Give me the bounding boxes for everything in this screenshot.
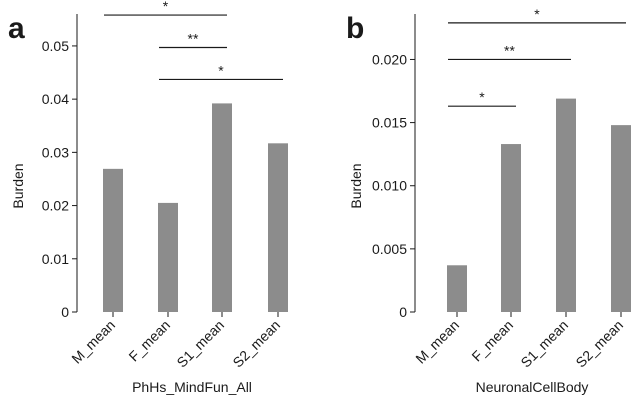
panel-a-y-tick-label: 0.05 [42,38,69,54]
panel-b-x-axis-title: NeuronalCellBody [476,379,589,395]
panel-b: b Burden NeuronalCellBody 0 0.005 0.010 0.0… [346,6,631,395]
panel-a-y-tick-label: 0.03 [42,144,69,160]
panel-a-significance-label: * [218,62,224,78]
panel-a-category-label: M_mean [68,317,118,367]
panel-a-category-label: S2_mean [229,317,283,371]
panel-b-bar-S2_mean [611,125,631,312]
panel-a-category-label: F_mean [125,317,173,365]
panel-a-letter: a [8,12,25,45]
panel-b-category-label: S2_mean [572,317,626,371]
panel-a-y-tick-label: 0 [61,304,69,320]
panel-a-bar-S1_mean [212,103,232,313]
panel-b-y-axis-title: Burden [348,163,364,208]
panel-b-y-tick-label: 0.005 [372,241,407,257]
panel-b-bar-M_mean [447,265,467,312]
panel-a-y-tick-label: 0.04 [42,91,69,107]
panel-b-marks: 0 0.005 0.010 0.015 0.020 M_mean F_mean S1_mean… [372,6,631,371]
panel-b-y-tick-label: 0 [399,304,407,320]
panel-b-y-tick-label: 0.015 [372,115,407,131]
panel-b-y-tick-label: 0.020 [372,51,407,67]
panel-a-y-axis-title: Burden [10,163,26,208]
panel-a: a Burden PhHs_MindFun_All 00.010.020.030… [8,0,288,395]
panel-a-marks: 0 0.01 0.02 0.03 0.04 0.05 M_mean F_mean S1_mean… [42,0,288,371]
panel-b-bar-F_mean [501,144,521,312]
panel-a-y-tick-label: 0.01 [42,251,69,267]
panel-a-bar-F_mean [158,202,178,312]
panel-b-y-tick-label: 0.010 [372,178,407,194]
panel-b-category-label: M_mean [412,317,462,367]
panel-a-significance-label: * [163,0,169,14]
panel-a-bar-M_mean [103,168,123,312]
panel-b-letter: b [346,12,364,45]
panel-a-bar-S2_mean [268,143,288,312]
panel-a-category-label: S1_mean [173,317,227,371]
panel-b-significance-label: ** [504,42,515,58]
panel-b-category-label: S1_mean [517,317,571,371]
panel-a-x-axis-title: PhHs_MindFun_All [132,379,252,395]
panel-b-significance-label: * [534,6,540,22]
panel-a-y-tick-label: 0.02 [42,198,69,214]
panel-a-significance-label: ** [188,31,199,47]
panel-b-significance-label: * [479,89,485,105]
panel-b-bar-S1_mean [556,98,576,313]
panel-b-category-label: F_mean [468,317,516,365]
